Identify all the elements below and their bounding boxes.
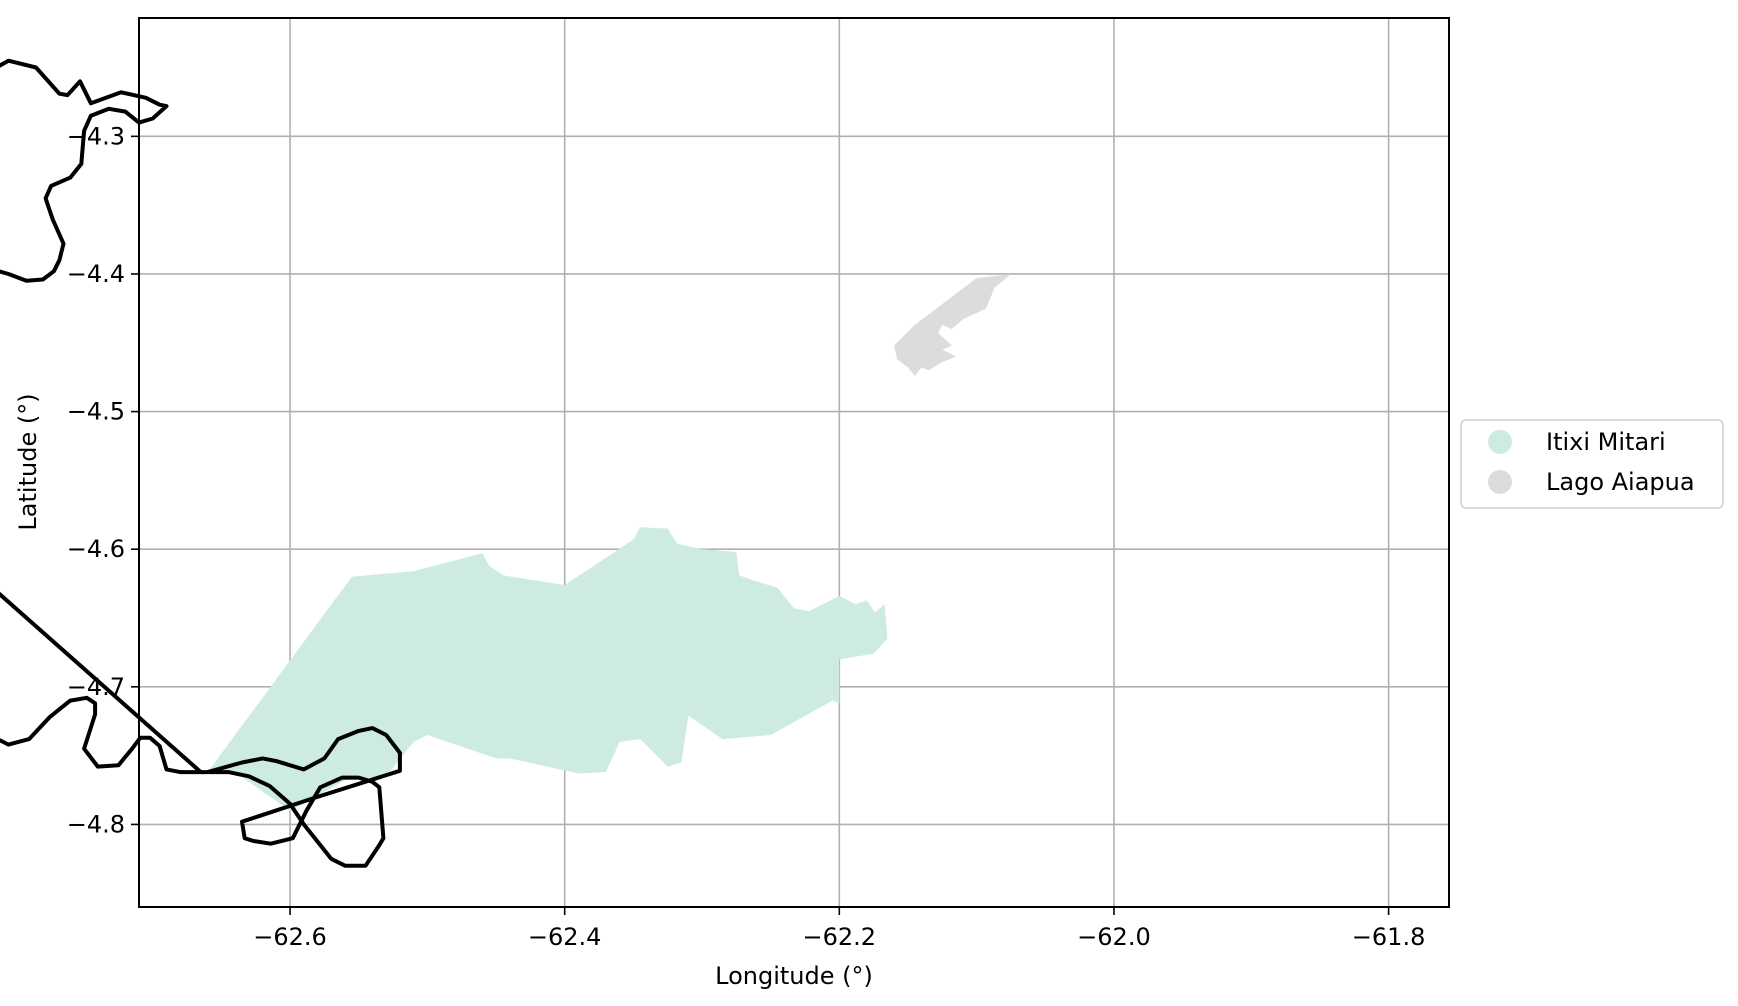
y-tick-label: −4.6: [67, 535, 125, 563]
x-tick-label: −62.4: [528, 923, 602, 951]
legend-label-lago-aiapua: Lago Aiapua: [1546, 468, 1695, 496]
y-tick-label: −4.8: [67, 810, 125, 838]
y-axis-ticks: −4.3 −4.4 −4.5 −4.6 −4.7 −4.8: [67, 122, 139, 838]
y-tick-label: −4.3: [67, 122, 125, 150]
region-itixi-mitari: [207, 527, 888, 811]
legend-marker-itixi-mitari: [1488, 430, 1512, 454]
legend-marker-lago-aiapua: [1488, 470, 1512, 494]
x-tick-label: −62.0: [1077, 923, 1151, 951]
y-tick-label: −4.5: [67, 398, 125, 426]
x-tick-label: −62.2: [803, 923, 877, 951]
x-tick-label: −61.8: [1352, 923, 1426, 951]
boundary-line: [0, 58, 402, 868]
legend-label-itixi-mitari: Itixi Mitari: [1546, 428, 1666, 456]
y-axis-label: Latitude (°): [14, 393, 42, 530]
y-tick-label: −4.7: [67, 673, 125, 701]
regions: [207, 274, 1011, 811]
y-tick-label: −4.4: [67, 260, 125, 288]
plot-frame: [138, 17, 1450, 908]
region-lago-aiapua: [894, 274, 1011, 376]
boundary-outline: [0, 58, 402, 868]
x-tick-label: −62.6: [253, 923, 327, 951]
legend-frame: [1460, 419, 1724, 509]
x-axis-label: Longitude (°): [715, 962, 873, 990]
x-axis-ticks: −62.6 −62.4 −62.2 −62.0 −61.8: [253, 907, 1425, 951]
legend: Itixi Mitari Lago Aiapua: [1460, 419, 1724, 509]
